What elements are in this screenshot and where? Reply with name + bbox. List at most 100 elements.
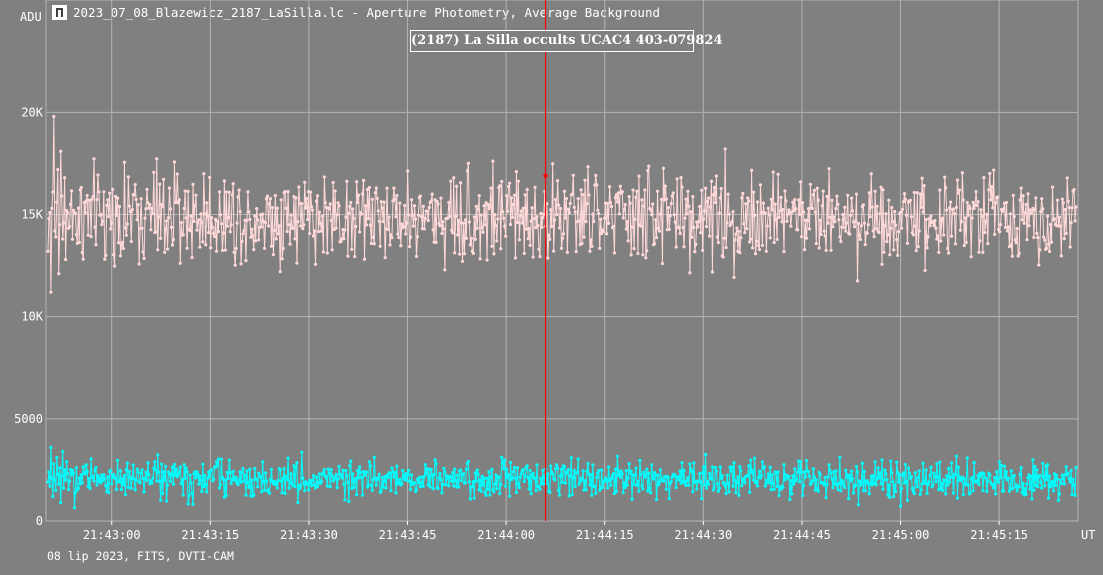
data-point (663, 184, 667, 188)
data-point (407, 213, 411, 217)
data-point (866, 223, 870, 227)
data-point (237, 478, 241, 482)
data-point (1042, 475, 1046, 479)
lightcurve-app-icon[interactable] (52, 4, 67, 20)
data-point (151, 476, 155, 480)
data-point (1036, 485, 1040, 489)
data-point (241, 466, 245, 471)
data-point (607, 185, 612, 189)
data-point (974, 189, 978, 194)
data-point (577, 219, 581, 223)
data-point (725, 221, 729, 225)
data-point (990, 185, 994, 189)
data-point (655, 473, 660, 477)
data-point (783, 189, 787, 193)
data-point (341, 468, 345, 472)
data-point (252, 247, 256, 252)
data-point (342, 237, 346, 241)
data-point (651, 475, 655, 479)
data-point (451, 231, 455, 235)
data-point (1074, 205, 1078, 209)
data-point (412, 481, 417, 485)
data-point (614, 193, 618, 197)
data-point (878, 211, 882, 216)
data-point (971, 200, 975, 204)
data-point (940, 481, 944, 485)
data-point (790, 492, 794, 496)
data-point (275, 206, 279, 210)
data-point (178, 465, 182, 469)
data-point (194, 193, 198, 197)
data-point (1006, 225, 1011, 229)
data-point (804, 458, 809, 463)
data-point (1007, 489, 1011, 493)
data-point (289, 472, 293, 476)
data-point (552, 249, 556, 253)
data-point (467, 480, 471, 484)
data-point (96, 474, 100, 478)
data-point (613, 196, 618, 200)
data-point (307, 488, 311, 492)
data-point (905, 498, 910, 502)
data-point (293, 484, 297, 489)
data-point (855, 470, 860, 474)
data-point (305, 196, 309, 201)
data-point (191, 502, 195, 506)
data-point (1037, 263, 1041, 267)
data-point (810, 206, 815, 211)
data-point (415, 235, 420, 239)
data-point (994, 492, 998, 496)
data-point (976, 200, 980, 204)
data-point (303, 489, 307, 493)
data-point (869, 172, 873, 176)
data-point (965, 456, 969, 460)
data-point (149, 228, 153, 232)
data-point (623, 485, 627, 490)
data-point (506, 209, 510, 213)
data-point (752, 190, 756, 194)
data-point (945, 208, 949, 212)
data-point (713, 200, 717, 205)
data-point (771, 481, 775, 486)
data-point (892, 495, 896, 499)
data-point (367, 185, 372, 190)
data-point (834, 469, 838, 473)
data-point (156, 453, 160, 457)
data-point (230, 193, 234, 197)
data-point (1015, 489, 1019, 493)
data-point (139, 471, 143, 475)
data-point (179, 481, 183, 486)
data-point (843, 205, 847, 209)
data-point (598, 246, 602, 250)
x-tick-label: 21:45:00 (872, 528, 930, 542)
data-point (259, 475, 263, 479)
data-point (873, 460, 877, 464)
data-point (721, 255, 725, 259)
data-point (517, 238, 521, 242)
data-point (894, 490, 898, 494)
data-point (393, 197, 397, 201)
data-point (743, 481, 747, 485)
data-point (954, 205, 959, 209)
data-point (816, 198, 820, 202)
data-point (326, 467, 330, 471)
data-point (355, 180, 359, 184)
data-point (606, 221, 611, 225)
data-point (729, 469, 733, 473)
data-point (397, 236, 401, 240)
data-point (756, 244, 761, 248)
data-point (769, 488, 773, 492)
data-point (849, 213, 853, 217)
data-point (457, 485, 461, 489)
data-point (563, 216, 568, 220)
data-point (805, 219, 810, 223)
data-point (464, 236, 469, 240)
data-point (965, 200, 969, 205)
data-point (234, 475, 238, 479)
data-point (670, 475, 674, 479)
data-point (972, 206, 976, 211)
data-point (827, 463, 831, 467)
data-point (52, 114, 56, 119)
data-point (1059, 254, 1063, 258)
